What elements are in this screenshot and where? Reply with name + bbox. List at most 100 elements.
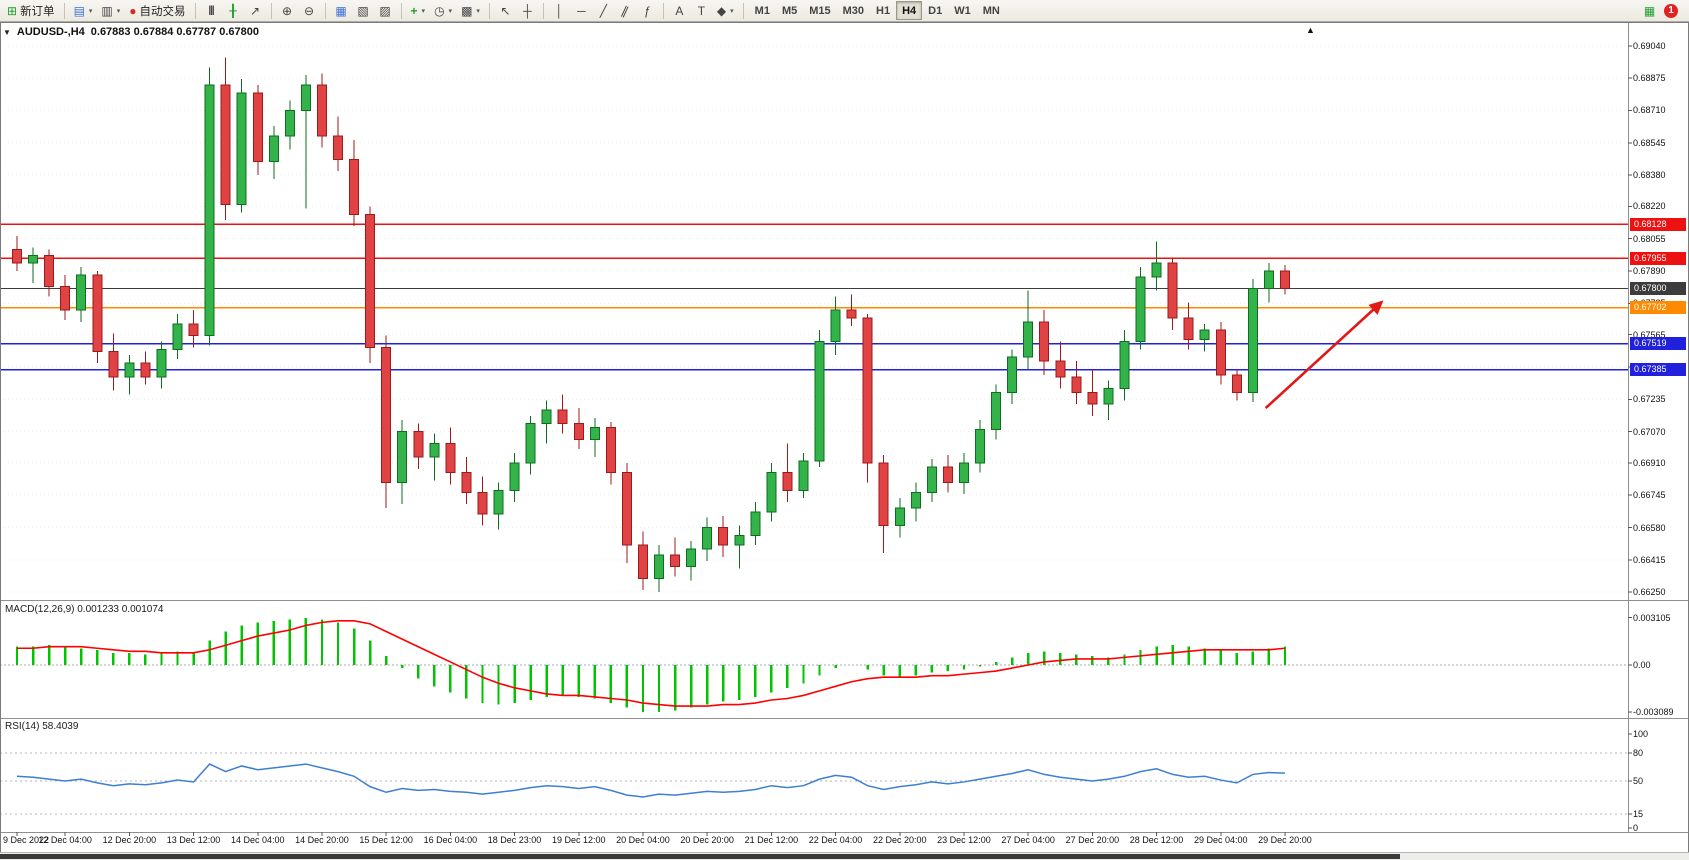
indicators-button[interactable]: + ▾ <box>407 1 430 20</box>
zoom-in-button[interactable]: ⊕ <box>277 1 298 20</box>
text-label-button[interactable]: T <box>691 1 712 20</box>
channel-icon: ∥ <box>619 2 632 19</box>
trend-arrow[interactable] <box>1264 301 1383 410</box>
candle-body <box>1071 376 1082 393</box>
new-chart-icon: ▤ <box>73 3 85 18</box>
chart-canvas[interactable] <box>0 22 1689 860</box>
timeframe-button-w1[interactable]: W1 <box>948 1 977 20</box>
toolbar: ⊞ 新订单 ▤ ▾ ▥ ▾ ● 自动交易 ||| ╂ ↗ ⊕ ⊖ ▦ ▧ ▨ +… <box>0 0 1689 22</box>
candle-body <box>204 84 215 337</box>
timeframe-button-h4[interactable]: H4 <box>896 1 923 20</box>
shapes-icon: ◆ <box>716 3 727 18</box>
candle-body <box>1039 321 1050 362</box>
chart-settings-button[interactable]: ▩ ▾ <box>457 1 484 20</box>
toolbar-separator <box>542 2 544 19</box>
indicators-add-icon: + <box>410 3 418 18</box>
new-order-label: 新订单 <box>20 5 55 18</box>
candlestick-chart-button[interactable]: ╂ <box>223 1 244 20</box>
bar-chart-button[interactable]: ||| <box>201 1 222 20</box>
crosshair-button[interactable]: ┼ <box>517 1 538 20</box>
timeframe-button-m1[interactable]: M1 <box>749 1 776 20</box>
trend-arrow-head[interactable] <box>1368 300 1384 315</box>
notification-badge[interactable]: 1 <box>1664 3 1678 18</box>
timeframe-button-m15[interactable]: M15 <box>803 1 836 20</box>
candle-body <box>846 309 857 319</box>
auto-trading-button[interactable]: ● 自动交易 <box>125 1 189 20</box>
candle-body <box>349 158 360 215</box>
toolbar-separator <box>488 2 490 19</box>
timeframe-button-h1[interactable]: H1 <box>870 1 896 20</box>
chart-window-button[interactable]: ▦ <box>1639 1 1660 20</box>
candle-body <box>252 92 263 162</box>
candle-body <box>862 317 873 464</box>
toolbar-separator <box>270 2 272 19</box>
periods-button[interactable]: ◷ ▾ <box>430 1 456 20</box>
fibonacci-button[interactable]: ƒ <box>637 1 658 20</box>
horizontal-line-button[interactable]: ─ <box>571 1 592 20</box>
candle-body <box>28 254 39 264</box>
candle-body <box>734 534 745 546</box>
candle-body <box>1263 270 1274 290</box>
rsi-label: RSI(14) 58.4039 <box>5 721 79 732</box>
cursor-icon: ↖ <box>500 3 511 18</box>
candle-body <box>589 427 600 440</box>
scrollbar-thumb[interactable] <box>0 854 1400 859</box>
toolbar-separator <box>194 2 196 19</box>
candle-body <box>316 84 327 137</box>
candle-body <box>1055 360 1066 378</box>
timeframe-button-mn[interactable]: MN <box>977 1 1006 20</box>
text-icon: A <box>675 3 684 18</box>
candle-body <box>445 442 456 474</box>
candle-body <box>942 466 953 483</box>
candle-body <box>830 309 841 343</box>
trendline-button[interactable]: ╱ <box>593 1 614 20</box>
arrange-windows-icon: ▨ <box>379 3 391 18</box>
toolbar-separator <box>63 2 65 19</box>
chevron-down-icon: ▾ <box>421 7 426 15</box>
arrange-windows-button[interactable]: ▨ <box>375 1 396 20</box>
line-chart-button[interactable]: ↗ <box>245 1 266 20</box>
profiles-button[interactable]: ▥ ▾ <box>97 1 124 20</box>
candle-body <box>958 462 969 483</box>
new-chart-button[interactable]: ▤ ▾ <box>70 1 97 20</box>
chart-window: 0.69040 0.68875 0.68710 0.68545 0.68380 0.682… <box>0 22 1689 860</box>
candle-body <box>236 92 247 205</box>
timeframe-button-m30[interactable]: M30 <box>837 1 870 20</box>
candle-body <box>894 507 905 527</box>
candle-body <box>718 527 729 546</box>
candle-body <box>44 254 55 288</box>
vertical-line-button[interactable]: │ <box>549 1 570 20</box>
shapes-button[interactable]: ◆ ▾ <box>713 1 738 20</box>
auto-trading-icon: ● <box>129 3 137 18</box>
line-chart-icon: ↗ <box>250 3 261 18</box>
chevron-down-icon: ▾ <box>116 7 121 15</box>
candle-body <box>381 346 392 483</box>
toolbar-separator <box>324 2 326 19</box>
tile-windows-button[interactable]: ▦ <box>331 1 352 20</box>
rsi-line <box>16 763 1285 798</box>
timeframe-button-d1[interactable]: D1 <box>922 1 948 20</box>
cascade-windows-icon: ▧ <box>357 3 369 18</box>
horizontal-scrollbar[interactable] <box>0 852 1689 860</box>
candle-body <box>975 429 985 464</box>
cursor-button[interactable]: ↖ <box>495 1 516 20</box>
zoom-out-button[interactable]: ⊖ <box>299 1 320 20</box>
text-button[interactable]: A <box>669 1 690 20</box>
candle-body <box>140 362 151 378</box>
trendline-icon: ╱ <box>599 3 608 18</box>
candle-body <box>670 554 681 568</box>
clock-icon: ◷ <box>434 3 445 18</box>
collapse-icon[interactable]: ▼ <box>3 27 11 37</box>
candle-body <box>686 548 697 568</box>
cascade-windows-button[interactable]: ▧ <box>353 1 374 20</box>
candle-body <box>1247 288 1258 393</box>
channel-button[interactable]: ∥ <box>615 1 636 20</box>
candle-body <box>509 462 520 491</box>
toolbar-separator <box>662 2 664 19</box>
candle-body <box>910 491 921 509</box>
candle-body <box>108 350 119 378</box>
new-order-button[interactable]: ⊞ 新订单 <box>3 1 59 20</box>
candle-body <box>76 274 87 311</box>
timeframe-button-m5[interactable]: M5 <box>776 1 803 20</box>
chart-shift-marker[interactable]: ▲ <box>1306 25 1315 35</box>
